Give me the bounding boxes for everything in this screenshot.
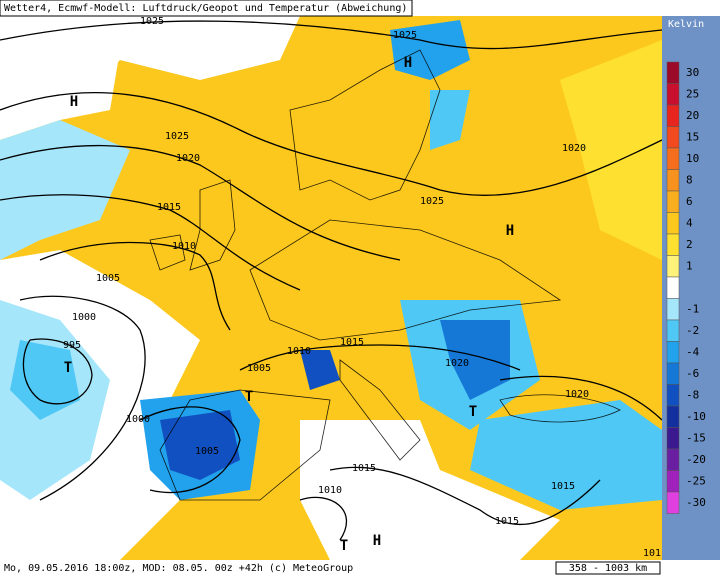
legend-swatch <box>666 233 680 256</box>
pressure-center: T <box>245 389 253 405</box>
legend-label: -10 <box>686 410 706 423</box>
legend-swatch <box>666 405 680 428</box>
pressure-center: H <box>373 533 381 549</box>
pressure-center: H <box>70 94 78 110</box>
legend-swatch <box>666 104 680 127</box>
pressure-center: T <box>64 360 72 376</box>
legend-swatch <box>666 212 680 235</box>
legend-label: -6 <box>686 367 699 380</box>
legend-label: 20 <box>686 109 699 122</box>
isobar-label: 1000 <box>72 312 96 323</box>
title: Wetter4, Ecmwf-Modell: Luftdruck/Geopot … <box>4 3 407 14</box>
legend-label: -25 <box>686 474 706 487</box>
isobar-label: 1015 <box>157 202 181 213</box>
isobar-label: 1000 <box>126 414 150 425</box>
isobar-label: 1010 <box>318 485 342 496</box>
isobar-label: 1015 <box>495 516 519 527</box>
legend-label: 25 <box>686 87 699 100</box>
legend-swatch <box>666 83 680 106</box>
legend-title: Kelvin <box>668 19 704 30</box>
legend-label: -20 <box>686 453 706 466</box>
pressure-center: T <box>340 538 348 554</box>
legend-swatch <box>666 147 680 170</box>
legend-label: 8 <box>686 173 693 186</box>
isobar-label: 1015 <box>352 463 376 474</box>
isobar-label: 1010 <box>287 346 311 357</box>
isobar-label: 1025 <box>420 196 444 207</box>
isobar-label: 1020 <box>176 153 200 164</box>
legend-label: -15 <box>686 431 706 444</box>
isobar-label: 101 <box>643 548 661 559</box>
legend-swatch <box>666 362 680 385</box>
legend-label: 6 <box>686 195 693 208</box>
legend-swatch <box>666 255 680 278</box>
legend-swatch <box>666 276 680 299</box>
legend-swatch <box>666 319 680 342</box>
legend-swatch <box>666 61 680 84</box>
legend-swatch <box>666 341 680 364</box>
isobar-label: 1025 <box>165 131 189 142</box>
legend-swatch <box>666 169 680 192</box>
legend-swatch <box>666 384 680 407</box>
isobar-label: 1015 <box>340 337 364 348</box>
legend-swatch <box>666 427 680 450</box>
isobar-label: 1025 <box>393 30 417 41</box>
isobar-label: 1020 <box>565 389 589 400</box>
isobar-label: 1010 <box>172 241 196 252</box>
isobar-label: 1005 <box>96 273 120 284</box>
legend-label: -8 <box>686 388 699 401</box>
legend-swatch <box>666 126 680 149</box>
legend-swatch <box>666 448 680 471</box>
pressure-center: H <box>404 55 412 71</box>
legend-label: -4 <box>686 345 700 358</box>
legend-label: 1 <box>686 259 693 272</box>
isobar-label: 995 <box>63 340 81 351</box>
legend-swatch <box>666 470 680 493</box>
legend-swatch <box>666 298 680 321</box>
pressure-center: H <box>506 223 514 239</box>
legend-label: 10 <box>686 152 699 165</box>
map: 1025 1025 1025 1020 1015 1010 1005 1000 995 1000 1… <box>0 16 663 560</box>
isobar-label: 1005 <box>247 363 271 374</box>
legend-label: -1 <box>686 302 699 315</box>
legend-label: 15 <box>686 130 699 143</box>
isobar-label: 1020 <box>562 143 586 154</box>
isobar-label: 1015 <box>551 481 575 492</box>
legend-label: 2 <box>686 238 693 251</box>
run-info: Mo, 09.05.2016 18:00z, MOD: 08.05. 00z +… <box>4 563 353 574</box>
legend-label: -30 <box>686 496 706 509</box>
isobar-label: 1020 <box>445 358 469 369</box>
legend-label: 30 <box>686 66 699 79</box>
scale-text: 358 - 1003 km <box>569 563 647 574</box>
legend-swatch <box>666 190 680 213</box>
isobar-label: 1005 <box>195 446 219 457</box>
legend-label: -2 <box>686 324 699 337</box>
pressure-center: T <box>469 404 477 420</box>
legend-label: 4 <box>686 216 693 229</box>
legend-swatch <box>666 491 680 514</box>
isobar-label: 1025 <box>140 16 164 27</box>
